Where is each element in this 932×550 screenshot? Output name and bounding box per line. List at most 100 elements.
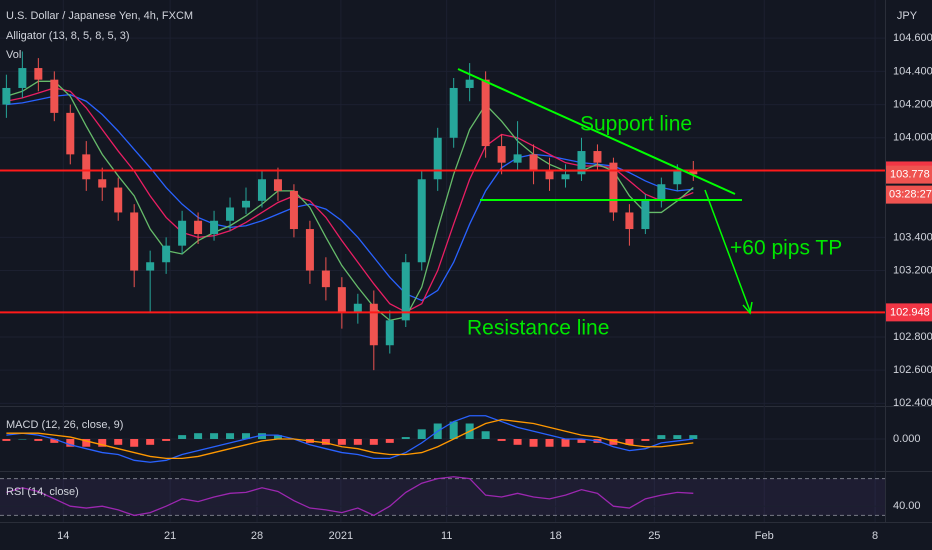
arrow-head [742,301,753,315]
candle-body [529,154,538,171]
y-tick-label: 103.400 [893,231,932,243]
y-tick-label: 0.000 [893,433,921,445]
candle-body [34,68,43,80]
annotation: +60 pips TP [730,237,842,260]
x-tick-label: Feb [755,530,774,542]
drawings [457,68,753,315]
x-tick-label: 28 [251,530,263,542]
candle-body [130,212,139,271]
macd-histogram-bar [481,431,490,439]
macd-histogram-bar [689,435,698,439]
macd-histogram-bar [82,439,91,447]
candle-body [689,170,698,175]
arrow-line [704,189,751,312]
marks [0,51,885,517]
y-tick-label: 102.800 [893,331,932,343]
macd-histogram-bar [449,421,458,439]
macd-histogram-bar [369,439,378,445]
countdown-box [886,185,932,204]
candle-body [114,187,123,213]
y-tick-label: 104.600 [893,32,932,44]
macd-histogram-bar [2,439,11,441]
pane-title: U.S. Dollar / Japanese Yen, 4h, FXCM [6,10,193,22]
candle-body [210,220,219,235]
indicator-title: Alligator (13, 8, 5, 8, 5, 3) [6,30,130,42]
macd-histogram-bar [577,439,586,443]
macd-histogram-bar [257,433,266,439]
candle-body [513,154,522,163]
indicator-line [6,476,694,517]
macd-histogram-bar [146,439,155,445]
macd-histogram-bar [417,429,426,439]
macd-histogram-bar [545,439,554,447]
candle-body [625,212,634,230]
candle-body [369,303,378,346]
macd-histogram-bar [385,439,394,443]
candle-body [481,79,490,147]
macd-histogram-bar [321,439,330,445]
price-label: 102.948 [890,306,930,318]
x-tick-label: 18 [549,530,561,542]
candle-body [641,200,650,230]
macd-histogram-bar [657,435,666,439]
candle-body [657,184,666,201]
macd-histogram-bar [673,435,682,439]
labels: 14 21 28 2021 11 18 25 Feb 8 104.600 104.400 104.20… [6,10,932,542]
macd-histogram-bar [242,433,251,439]
candle-body [178,220,187,246]
x-tick-label: 11 [441,530,452,542]
rsi-band [0,478,885,516]
candle-body [561,174,570,180]
candle-body [337,287,346,313]
macd-histogram-bar [529,439,538,447]
candle-body [194,220,203,235]
candle-body [321,270,330,288]
x-tick-label: 2021 [329,530,353,542]
candle-body [18,68,27,88]
y-tick-label: 104.000 [893,132,932,144]
price-label-box [886,165,932,184]
macd-histogram-bar [210,433,219,439]
candle-body [497,146,506,163]
price-label: 103.778 [890,169,930,181]
candle-body [50,79,59,113]
candle-body [545,170,554,180]
macd-histogram-bar [609,439,618,445]
candle-body [162,245,171,263]
x-tick-label: 8 [872,530,878,542]
candle-body [449,87,458,138]
macd-histogram-bar [34,439,43,441]
y-tick-label: 104.200 [893,98,932,110]
candle-body [577,151,586,175]
x-tick-label: 21 [164,530,176,542]
macd-histogram-bar [66,439,75,447]
currency: JPY [897,10,918,22]
macd-histogram-bar [401,437,410,439]
macd-histogram-bar [497,439,506,441]
candle-body [226,207,235,221]
candle-body [289,190,298,230]
macd-histogram-bar [50,439,59,443]
macd-histogram-bar [194,433,203,439]
macd-histogram-bar [337,439,346,445]
macd-histogram-bar [114,439,123,445]
x-tick-label: 25 [648,530,660,542]
macd-histogram-bar [625,439,634,445]
y-tick-label: 104.400 [893,65,932,77]
candle-body [242,200,251,208]
annotation: Resistance line [467,317,609,340]
candle-body [593,151,602,163]
macd-histogram-bar [273,435,282,439]
macd-histogram-bar [162,439,171,441]
candle-body [401,262,410,321]
y-tick-label: 102.600 [893,364,932,376]
candle-body [465,79,474,88]
indicator-line [6,415,694,463]
trend-line [457,68,736,195]
candle-body [417,179,426,263]
indicator-line [6,418,694,460]
candle-body [305,229,314,271]
candle-body [66,112,75,155]
grid [0,0,885,522]
